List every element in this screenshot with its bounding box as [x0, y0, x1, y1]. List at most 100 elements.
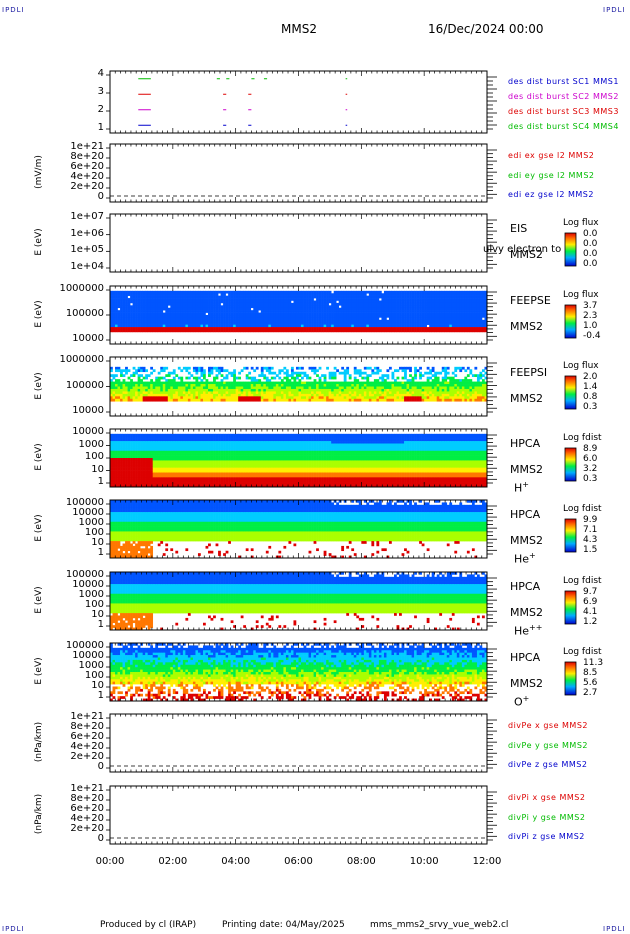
heatmap-cell: [280, 386, 284, 390]
heatmap-cell: [454, 298, 458, 301]
heatmap-cell: [341, 396, 345, 400]
heatmap-cell: [218, 295, 221, 299]
heatmap-cell: [441, 366, 445, 370]
heatmap-cell: [195, 310, 199, 313]
heatmap-cell: [187, 371, 191, 375]
heatmap-cell: [391, 396, 395, 400]
heatmap-cell: [295, 305, 299, 309]
heatmap-cell: [125, 324, 128, 328]
heatmap-cell: [484, 329, 488, 333]
heatmap-cell: [313, 369, 317, 373]
heatmap-cell: [170, 324, 174, 328]
heatmap-cell: [192, 307, 196, 311]
heatmap-cell: [215, 315, 219, 318]
heatmap-cell: [308, 312, 312, 316]
heatmap-cell: [348, 384, 352, 387]
heatmap-cell: [381, 327, 385, 330]
heatmap-cell: [142, 315, 146, 318]
heatmap-cell: [406, 386, 410, 390]
heatmap-cell: [135, 393, 138, 397]
heatmap-cell: [336, 388, 340, 392]
heatmap-cell: [471, 388, 475, 392]
heatmap-cell: [260, 315, 264, 318]
heatmap-cell: [137, 388, 141, 392]
heatmap-cell: [275, 374, 279, 377]
heatmap-cell: [481, 393, 485, 397]
heatmap-cell: [394, 388, 397, 392]
heatmap-cell: [200, 386, 204, 390]
heatmap-cell: [301, 388, 304, 392]
heatmap-cell: [112, 396, 116, 400]
heatmap-cell: [230, 371, 234, 375]
heatmap-cell: [288, 398, 292, 402]
heatmap-cell: [210, 327, 214, 330]
heatmap-cell: [434, 371, 438, 375]
heatmap-cell: [298, 290, 302, 294]
heatmap-cell: [285, 295, 289, 299]
heatmap-cell: [436, 398, 440, 402]
heatmap-cell: [301, 307, 304, 311]
heatmap-cell: [419, 290, 422, 294]
heatmap-cell: [283, 366, 287, 370]
heatmap-cell: [250, 293, 254, 296]
heatmap-cell: [358, 386, 362, 390]
heatmap-cell: [351, 317, 355, 321]
heatmap-cell: [187, 307, 191, 311]
heatmap-cell: [137, 305, 141, 309]
heatmap-cell: [298, 381, 302, 385]
heatmap-cell: [112, 315, 116, 318]
heatmap-cell: [243, 381, 247, 385]
heatmap-cell: [250, 381, 254, 385]
heatmap-cell: [235, 317, 239, 321]
heatmap-cell: [429, 295, 432, 299]
heatmap-cell: [293, 376, 297, 380]
heatmap-cell: [135, 298, 138, 301]
heatmap-cell: [469, 324, 473, 328]
heatmap-cell: [301, 305, 304, 309]
heatmap-cell: [341, 393, 345, 397]
heatmap-cell: [112, 376, 116, 380]
heatmap-cell: [351, 310, 355, 313]
heatmap-cell: [235, 376, 239, 380]
heatmap-cell: [298, 310, 302, 313]
heatmap-cell: [218, 290, 221, 294]
heatmap-cell: [298, 384, 302, 387]
heatmap-cell: [253, 388, 257, 392]
heatmap-cell: [160, 300, 164, 304]
heatmap-cell: [157, 388, 161, 392]
heatmap-cell: [223, 293, 226, 296]
heatmap-cell: [165, 307, 169, 311]
heatmap-cell: [399, 386, 402, 390]
heatmap-cell: [190, 300, 194, 304]
heatmap-cell: [406, 379, 410, 382]
heatmap-cell: [363, 381, 367, 385]
heatmap-cell: [283, 322, 287, 325]
heatmap-cell: [308, 319, 312, 323]
heatmap-cell: [414, 396, 417, 400]
heatmap-cell: [122, 290, 126, 294]
heatmap-cell: [409, 300, 412, 304]
heatmap-cell: [449, 376, 453, 380]
heatmap-cell: [474, 374, 478, 377]
heatmap-cell: [313, 310, 317, 313]
heatmap-cell: [331, 374, 334, 377]
heatmap-cell: [147, 324, 151, 328]
heatmap-cell: [341, 302, 345, 306]
heatmap-cell: [263, 388, 267, 392]
heatmap-cell: [346, 391, 350, 395]
heatmap-cell: [255, 307, 259, 311]
heatmap-cell: [125, 371, 128, 375]
heatmap-cell: [210, 398, 214, 402]
heatmap-cell: [399, 384, 402, 387]
heatmap-cell: [172, 302, 176, 306]
heatmap-cell: [484, 298, 488, 301]
heatmap-cell: [200, 398, 204, 402]
heatmap-cell: [396, 329, 400, 333]
heatmap-cell: [456, 324, 460, 328]
heatmap-cell: [190, 312, 194, 316]
heatmap-cell: [466, 398, 470, 402]
heatmap-cell: [348, 319, 352, 323]
heatmap-cell: [263, 398, 267, 402]
heatmap-cell: [127, 319, 131, 323]
heatmap-cell: [313, 300, 317, 304]
